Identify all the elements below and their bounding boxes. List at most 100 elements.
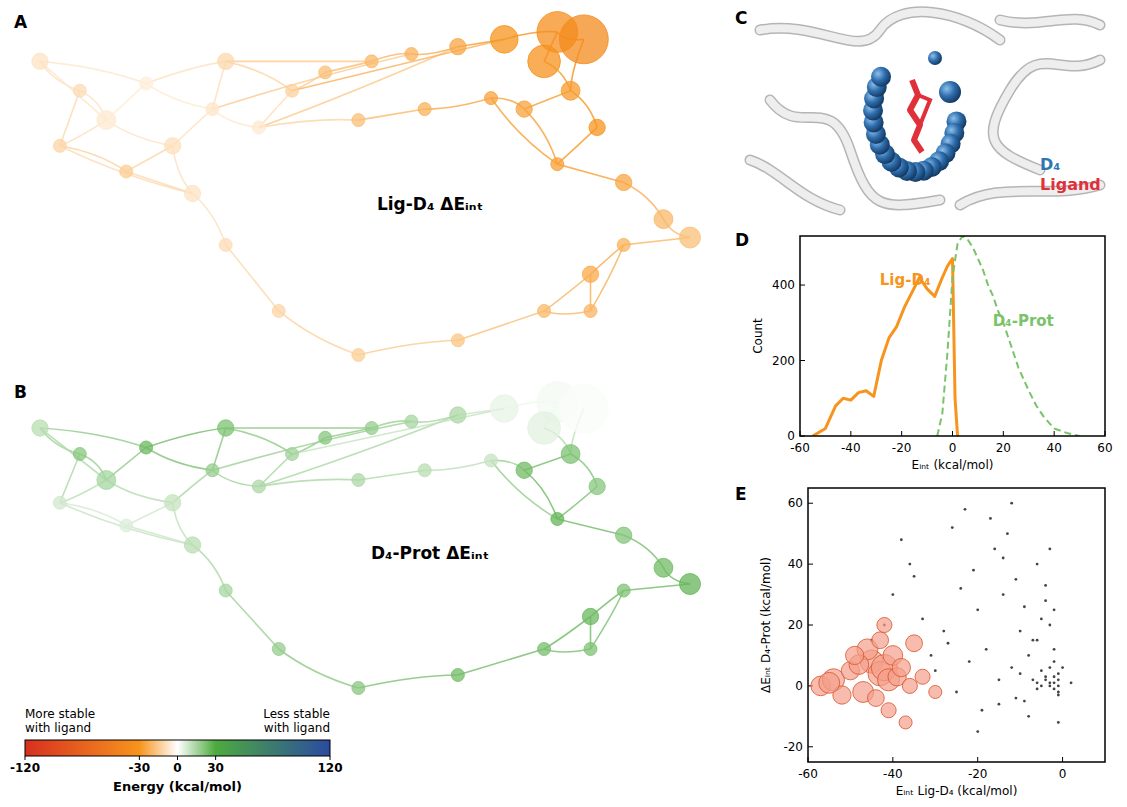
bubble <box>872 632 889 649</box>
y-tick-label: 40 <box>788 557 803 571</box>
scatter-point <box>1053 688 1056 691</box>
network-node <box>73 448 86 461</box>
colorbar-side-label: More stablewith ligand <box>25 707 95 735</box>
colorbar-tick <box>139 756 140 760</box>
scatter-point <box>921 618 924 621</box>
scatter-point <box>998 703 1001 706</box>
network-node <box>589 119 605 135</box>
scatter-point <box>1070 681 1073 684</box>
line-series <box>937 236 1079 436</box>
scatter-point <box>891 593 894 596</box>
network-edge <box>40 428 106 480</box>
network-edge <box>226 245 279 311</box>
scatter-point <box>1057 684 1060 687</box>
scatter-point <box>1048 547 1051 550</box>
scatter-point <box>1044 675 1047 678</box>
scatter-point <box>964 508 967 511</box>
x-tick-label: -60 <box>798 767 818 781</box>
network-node <box>120 165 133 178</box>
ribbon <box>760 12 1000 41</box>
colorbar-tick-label: 0 <box>173 761 181 775</box>
network-node <box>365 55 378 68</box>
scatter-point <box>1023 700 1026 703</box>
axes: -60-40-2002040600200400Eᵢₙₜ (kcal/mol)Co… <box>751 278 1113 472</box>
network-node <box>582 608 598 624</box>
scatter-point <box>1027 715 1030 718</box>
label-line: Less stable <box>263 707 330 721</box>
network-node <box>418 464 431 477</box>
plot-frame <box>800 236 1105 436</box>
network-edge <box>212 422 411 471</box>
scatter-point <box>1061 666 1064 669</box>
scatter-point <box>1036 563 1039 566</box>
network-node <box>516 101 532 117</box>
series-label: Lig-D₄ <box>880 271 931 289</box>
network-node <box>206 103 219 116</box>
y-tick-label: 200 <box>772 354 795 368</box>
scatter-point <box>1040 618 1043 621</box>
network-node <box>490 26 518 54</box>
panel-letter: C <box>735 8 747 28</box>
network-node <box>418 103 431 116</box>
network-edge <box>40 61 106 120</box>
network-node <box>97 111 116 130</box>
x-tick-label: -60 <box>790 441 810 455</box>
network-edge <box>106 120 172 146</box>
scatter-point <box>1010 666 1013 669</box>
network-node <box>451 669 464 682</box>
scatter-point <box>959 587 962 590</box>
network-edge <box>40 61 146 83</box>
network-title: D₄-Prot ΔEᵢₙₜ <box>371 543 489 563</box>
scatter-point <box>934 669 937 672</box>
label-line: with ligand <box>25 721 91 735</box>
scatter-series <box>870 502 1072 733</box>
scatter-point <box>1023 605 1026 608</box>
ribbon <box>993 60 1100 170</box>
network-edge <box>325 61 371 72</box>
scatter-point <box>1048 684 1051 687</box>
bubble <box>846 646 864 664</box>
series-label: D₄-Prot <box>993 312 1054 330</box>
network-edge <box>259 47 458 128</box>
axes: -60-40-200-200204060Eᵢₙₜ Lig-D₄ (kcal/mo… <box>759 496 1066 798</box>
network-node <box>252 121 265 134</box>
network-node <box>528 45 561 78</box>
network-edge <box>491 98 557 164</box>
colorbar-tick-label: 120 <box>317 761 342 775</box>
scatter-point <box>955 691 958 694</box>
network-node <box>616 527 632 543</box>
network-edge <box>325 428 371 438</box>
network-edge <box>524 109 557 164</box>
network-node <box>140 441 153 454</box>
panel-letter: A <box>14 12 28 32</box>
scatter-point <box>1031 639 1034 642</box>
y-tick-label: -20 <box>783 740 803 754</box>
scatter-point <box>1002 593 1005 596</box>
network-node <box>184 185 200 201</box>
network-edge <box>557 519 623 535</box>
network-edge <box>212 470 258 486</box>
scatter-point <box>993 547 996 550</box>
network-node <box>584 643 597 656</box>
network-node <box>219 584 232 597</box>
scatter-point <box>1053 660 1056 663</box>
network-node <box>617 238 630 251</box>
x-tick-label: 0 <box>949 441 957 455</box>
colorbar-tick <box>330 756 331 760</box>
scatter-series <box>811 617 942 728</box>
network-edge <box>425 461 491 471</box>
scatter-point <box>1044 584 1047 587</box>
network-node <box>272 643 285 656</box>
network-edge <box>146 83 212 109</box>
panel-letter: D <box>735 230 749 250</box>
colorbar <box>25 740 330 756</box>
colorbar-tick <box>177 756 178 760</box>
network-edge <box>226 61 292 90</box>
network-edge <box>292 409 504 455</box>
network-edge <box>126 171 192 193</box>
network-edge <box>146 61 226 83</box>
plot-area <box>811 502 1073 733</box>
scatter-point <box>1057 691 1060 694</box>
network-node <box>140 77 153 90</box>
network-edge <box>212 109 258 127</box>
